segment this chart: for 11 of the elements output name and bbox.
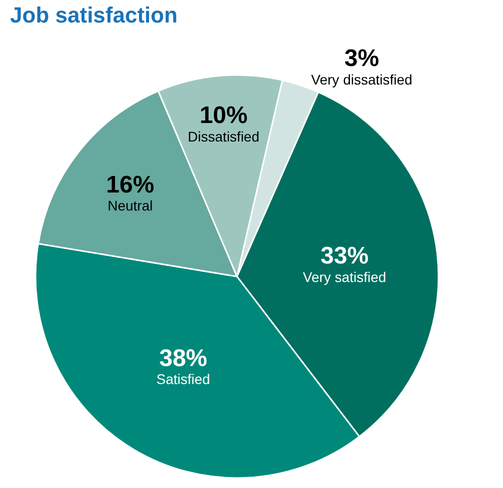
slice-label: Very dissatisfied	[311, 71, 412, 88]
data-label: 33%	[320, 242, 369, 270]
slice-label: Dissatisfied	[188, 128, 260, 144]
slice-label: Neutral	[108, 198, 153, 214]
slice-label: Satisfied	[156, 371, 210, 388]
data-label: 16%	[106, 171, 154, 198]
data-label: 10%	[200, 102, 248, 130]
chart-title: Job satisfaction	[10, 2, 178, 28]
data-label: 3%	[344, 45, 380, 72]
slice-label: Very satisfied	[302, 268, 386, 285]
data-label: 38%	[159, 344, 208, 372]
